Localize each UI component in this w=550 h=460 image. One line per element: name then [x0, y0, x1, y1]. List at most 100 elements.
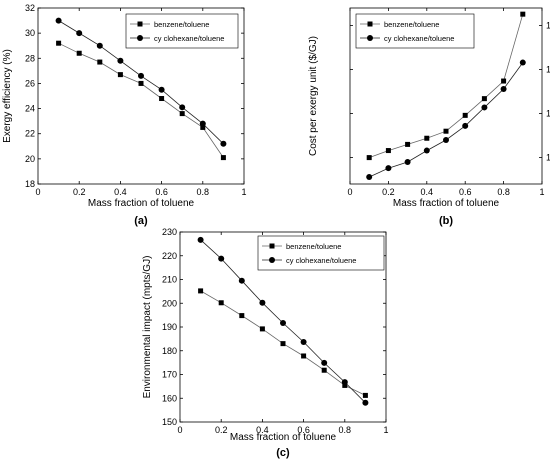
x-tick-label: 0.6 — [459, 187, 472, 197]
data-point-square — [56, 40, 62, 46]
y-tick-label: 230 — [162, 227, 177, 237]
x-tick-label: 0.6 — [155, 187, 168, 197]
data-point-square — [259, 326, 265, 332]
data-point-square — [342, 382, 348, 388]
data-point-square — [179, 111, 185, 117]
legend-label: cy clohexane/toluene — [154, 34, 224, 43]
legend-label: cy clohexane/toluene — [384, 34, 454, 43]
y-tick-label: 190 — [162, 322, 177, 332]
data-point-square — [117, 72, 123, 78]
x-tick-label: 0.8 — [497, 187, 510, 197]
legend-marker-circle — [137, 35, 143, 41]
data-point-square — [362, 392, 368, 398]
series-line-cyclohexane-toluene — [369, 62, 524, 178]
data-point-circle — [362, 399, 369, 406]
x-tick-label: 0.8 — [197, 187, 210, 197]
data-point-circle — [238, 277, 245, 284]
data-point-square — [321, 367, 327, 373]
data-point-square — [424, 135, 430, 141]
x-tick-label: 0.6 — [297, 425, 310, 435]
data-point-circle — [341, 379, 348, 386]
y-tick-label: 18.5 — [546, 65, 550, 75]
legend: benzene/toluene cy clohexane/toluene — [125, 13, 239, 49]
y-tick-label: 210 — [162, 275, 177, 285]
panel-caption: (c) — [276, 447, 290, 459]
data-point-circle — [423, 147, 430, 154]
y-tick-label: 30 — [25, 28, 35, 38]
data-point-square — [301, 353, 307, 359]
data-point-circle — [199, 120, 206, 127]
chart-panel-b: 0 0.2 0.4 0.6 0.8 1 17.5 18 18.5 19 Mass fraction … — [308, 7, 550, 227]
data-point-circle — [117, 57, 124, 64]
data-point-square — [76, 50, 82, 56]
y-tick-label: 220 — [162, 251, 177, 261]
plot-frame — [349, 7, 543, 185]
y-tick-label: 18 — [546, 109, 550, 119]
x-tick-label: 0.2 — [215, 425, 228, 435]
y-tick-label: 170 — [162, 370, 177, 380]
chart-panel-c: 0 0.2 0.4 0.6 0.8 1 150 160 170 180 190 200 210 220 23… — [142, 227, 389, 459]
y-axis-label: Exergy efficiency (%) — [2, 49, 13, 143]
data-point-square — [405, 141, 411, 147]
legend-box — [257, 235, 385, 271]
x-tick-label: 0.4 — [256, 425, 269, 435]
y-axis-label: Cost per exergy unit ($/GJ) — [308, 36, 319, 156]
data-point-square — [481, 96, 487, 102]
x-tick-label: 0.8 — [339, 425, 352, 435]
data-point-circle — [462, 122, 469, 129]
y-tick-label: 28 — [25, 53, 35, 63]
panel-caption: (b) — [439, 215, 453, 227]
x-tick-label: 0 — [35, 187, 40, 197]
data-point-circle — [366, 173, 373, 180]
data-point-circle — [96, 42, 103, 49]
data-point-circle — [220, 140, 227, 147]
x-tick-label: 0 — [347, 187, 352, 197]
x-axis-label: Mass fraction of toluene — [230, 432, 337, 443]
y-tick-label: 20 — [25, 154, 35, 164]
data-point-square — [501, 78, 507, 84]
legend: benzene/toluene cy clohexane/toluene — [355, 13, 475, 49]
x-axis-label: Mass fraction of toluene — [88, 198, 195, 209]
legend: benzene/toluene cy clohexane/toluene — [257, 235, 385, 271]
data-point-circle — [519, 59, 526, 66]
data-point-circle — [218, 255, 225, 262]
data-point-circle — [280, 319, 286, 326]
panel-caption: (a) — [134, 215, 148, 227]
data-point-square — [280, 341, 286, 347]
data-point-square — [200, 124, 206, 130]
y-tick-label: 160 — [162, 393, 177, 403]
data-point-circle — [138, 72, 144, 79]
data-point-circle — [158, 86, 165, 93]
data-point-circle — [404, 159, 411, 165]
legend-box — [355, 13, 475, 49]
legend-box — [125, 13, 239, 49]
data-point-circle — [321, 359, 328, 366]
chart-panel-a: 0 0.2 0.4 0.6 0.8 1 18 20 22 24 26 28 30 32 Mass fract… — [2, 3, 247, 227]
data-point-square — [366, 155, 372, 161]
data-point-square — [239, 313, 245, 319]
data-point-circle — [55, 17, 62, 24]
data-point-circle — [500, 85, 507, 92]
plot-frame — [37, 7, 245, 185]
x-tick-label: 0.2 — [73, 187, 86, 197]
data-point-circle — [259, 299, 266, 306]
y-tick-label: 18 — [25, 179, 35, 189]
y-tick-label: 24 — [25, 104, 35, 114]
x-tick-label: 0.4 — [114, 187, 127, 197]
data-point-square — [462, 112, 468, 118]
x-axis-label: Mass fraction of toluene — [393, 198, 500, 209]
data-point-square — [159, 96, 165, 102]
x-tick-label: 0 — [177, 425, 182, 435]
y-tick-label: 32 — [25, 3, 35, 13]
series-line-benzene-toluene — [58, 42, 224, 158]
data-point-circle — [300, 338, 307, 345]
data-point-circle — [481, 104, 488, 111]
y-axis-label: Environmental impact (mpts/GJ) — [142, 256, 153, 399]
data-point-circle — [443, 137, 449, 143]
x-tick-label: 1 — [241, 187, 246, 197]
legend-marker-square — [269, 243, 275, 249]
legend-marker-square — [367, 21, 373, 27]
data-point-circle — [179, 104, 186, 111]
y-tick-label: 19 — [546, 21, 550, 31]
